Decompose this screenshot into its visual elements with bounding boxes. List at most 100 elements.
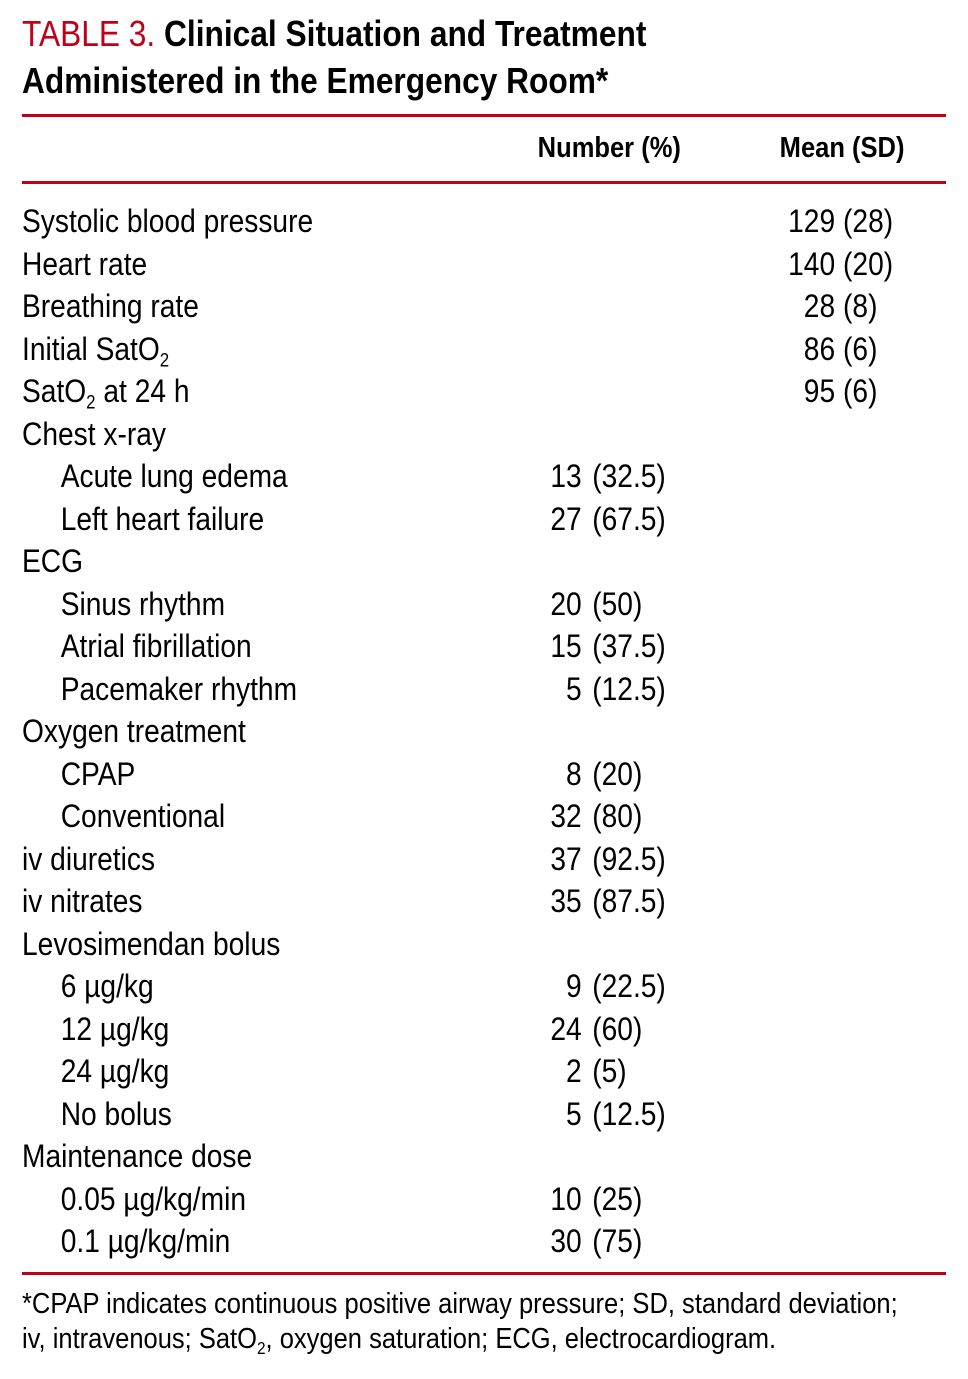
mean-sd: (28) bbox=[843, 203, 894, 239]
number-value: 24 bbox=[550, 1010, 582, 1047]
row-label: Heart rate bbox=[22, 243, 147, 286]
row-label-subscript: 2 bbox=[159, 350, 170, 372]
number-percent: (12.5) bbox=[592, 1095, 666, 1132]
row-label-after: at 24 h bbox=[95, 373, 190, 409]
number-percent: (37.5) bbox=[592, 628, 666, 664]
mean-value: 95 bbox=[803, 373, 836, 409]
row-label: Chest x-ray bbox=[22, 413, 166, 456]
number-value: 9 bbox=[566, 968, 582, 1004]
table-row: 6 µg/kg9 (22.5)9(22.5) bbox=[0, 965, 968, 1008]
top-rule bbox=[22, 114, 946, 117]
row-label-text: Heart rate bbox=[22, 245, 148, 282]
number-percent: (92.5) bbox=[592, 840, 666, 877]
number-value: 32 bbox=[550, 798, 582, 834]
number-value: 13 bbox=[550, 458, 582, 494]
row-label: ECG bbox=[22, 540, 83, 583]
number-value: 27 bbox=[550, 500, 582, 537]
table-row: Oxygen treatment bbox=[0, 710, 968, 753]
row-label-text: SatO bbox=[22, 373, 87, 409]
header-rule bbox=[22, 181, 946, 184]
column-header-number: Number (%) bbox=[537, 132, 681, 164]
number-value: 37 bbox=[550, 840, 582, 877]
row-label: Breathing rate bbox=[22, 285, 199, 328]
number-value: 5 bbox=[566, 670, 582, 707]
row-label-text: Initial SatO bbox=[22, 330, 160, 367]
row-label: 12 µg/kg bbox=[61, 1008, 170, 1051]
number-percent: (5) bbox=[592, 1053, 627, 1089]
row-label: Initial SatO2 bbox=[22, 328, 169, 371]
table-row: Chest x-ray bbox=[0, 413, 968, 456]
row-label: 6 µg/kg bbox=[61, 965, 154, 1008]
number-percent: (50) bbox=[592, 585, 643, 622]
footnote-line-2a: iv, intravenous; SatO bbox=[22, 1323, 258, 1355]
row-label: iv diuretics bbox=[22, 838, 155, 881]
row-label-text: Pacemaker rhythm bbox=[60, 670, 298, 707]
row-label: Systolic blood pressure bbox=[22, 200, 313, 243]
row-label: Sinus rhythm bbox=[61, 583, 225, 626]
row-label: 24 µg/kg bbox=[61, 1050, 170, 1093]
row-label-text: 24 µg/kg bbox=[60, 1053, 170, 1089]
table-title: TABLE 3. Clinical Situation and Treatmen… bbox=[22, 10, 646, 104]
footnote-subscript: 2 bbox=[257, 1338, 266, 1359]
table-row: ECG bbox=[0, 540, 968, 583]
number-value: 8 bbox=[566, 755, 582, 792]
mean-sd: (6) bbox=[843, 373, 878, 409]
row-label-text: Left heart failure bbox=[60, 500, 265, 537]
mean-value: 86 bbox=[803, 330, 836, 367]
row-label-text: Chest x-ray bbox=[22, 415, 166, 452]
row-label-text: Oxygen treatment bbox=[22, 713, 246, 749]
row-label-text: Maintenance dose bbox=[22, 1138, 253, 1174]
number-percent: (67.5) bbox=[592, 500, 666, 537]
row-label: Levosimendan bolus bbox=[22, 923, 280, 966]
row-label-subscript: 2 bbox=[86, 392, 96, 414]
table-label: TABLE 3. bbox=[22, 13, 156, 54]
table-row: Maintenance dose bbox=[0, 1135, 968, 1178]
footnote-line-2b: , oxygen saturation; ECG, electrocardiog… bbox=[265, 1323, 777, 1355]
row-label-text: Acute lung edema bbox=[60, 458, 288, 494]
number-percent: (22.5) bbox=[592, 968, 666, 1004]
row-label: No bolus bbox=[61, 1093, 172, 1136]
footnote: *CPAP indicates continuous positive airw… bbox=[22, 1287, 898, 1357]
number-percent: (80) bbox=[592, 798, 643, 834]
column-header-mean: Mean (SD) bbox=[779, 132, 905, 164]
number-value: 2 bbox=[566, 1053, 582, 1089]
number-value: 15 bbox=[550, 628, 582, 664]
row-label-text: ECG bbox=[22, 543, 84, 579]
footnote-line-1: *CPAP indicates continuous positive airw… bbox=[22, 1288, 898, 1320]
row-label-text: iv diuretics bbox=[22, 840, 156, 877]
number-percent: (12.5) bbox=[592, 670, 666, 707]
number-percent: (25) bbox=[592, 1180, 643, 1217]
number-value: 10 bbox=[550, 1180, 582, 1217]
row-label-text: Sinus rhythm bbox=[60, 585, 226, 622]
table-row: 24 µg/kg2 (5)2(5) bbox=[0, 1050, 968, 1093]
number-value: 5 bbox=[566, 1095, 582, 1132]
row-label: 0.05 µg/kg/min bbox=[61, 1178, 246, 1221]
number-value: 20 bbox=[550, 585, 582, 622]
row-label-text: No bolus bbox=[60, 1095, 172, 1132]
number-value: 35 bbox=[550, 883, 582, 919]
mean-sd: (20) bbox=[843, 245, 894, 282]
row-label-text: Atrial fibrillation bbox=[60, 628, 252, 664]
row-label: iv nitrates bbox=[22, 880, 143, 923]
row-label: Conventional bbox=[61, 795, 225, 838]
number-value: 30 bbox=[550, 1223, 582, 1259]
number-percent: (87.5) bbox=[592, 883, 666, 919]
row-label: Oxygen treatment bbox=[22, 710, 246, 753]
title-text-2: Administered in the Emergency Room* bbox=[22, 60, 609, 101]
row-label: 0.1 µg/kg/min bbox=[61, 1220, 231, 1263]
table-row: Levosimendan bolus bbox=[0, 923, 968, 966]
row-label: Maintenance dose bbox=[22, 1135, 252, 1178]
row-label-text: 0.05 µg/kg/min bbox=[60, 1180, 247, 1217]
number-percent: (20) bbox=[592, 755, 643, 792]
